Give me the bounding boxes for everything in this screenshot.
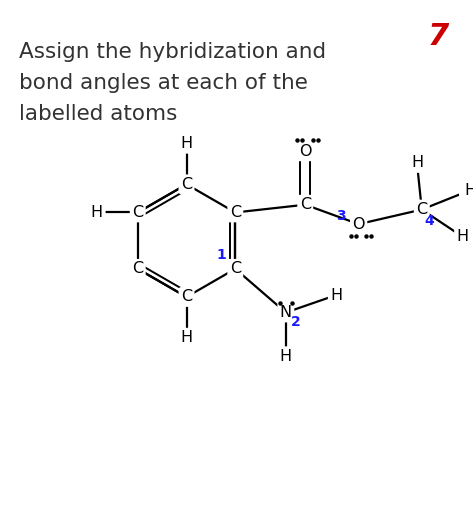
Text: H: H: [280, 349, 292, 364]
Text: H: H: [180, 136, 193, 151]
Text: 3: 3: [336, 209, 346, 223]
Text: C: C: [181, 289, 192, 304]
Text: C: C: [230, 261, 241, 276]
Text: H: H: [411, 155, 423, 171]
Text: H: H: [91, 205, 103, 220]
Text: labelled atoms: labelled atoms: [19, 103, 178, 124]
Text: 1: 1: [217, 248, 227, 262]
Text: C: C: [181, 177, 192, 192]
Text: bond angles at each of the: bond angles at each of the: [19, 72, 308, 92]
Text: C: C: [132, 205, 143, 220]
Text: C: C: [132, 261, 143, 276]
Text: H: H: [464, 183, 473, 197]
Text: C: C: [416, 202, 428, 217]
Text: 7: 7: [428, 22, 449, 51]
Text: H: H: [456, 229, 469, 244]
Text: H: H: [330, 288, 342, 302]
Text: H: H: [180, 330, 193, 345]
Text: H: H: [180, 330, 193, 345]
Text: 4: 4: [425, 214, 435, 228]
Text: 2: 2: [290, 315, 300, 329]
Text: H: H: [91, 205, 103, 220]
Text: H: H: [180, 136, 193, 151]
Text: O: O: [299, 144, 312, 159]
Text: C: C: [230, 205, 241, 220]
Text: O: O: [352, 217, 365, 232]
Text: C: C: [300, 197, 311, 212]
Text: Assign the hybridization and: Assign the hybridization and: [19, 41, 326, 61]
Text: N: N: [280, 305, 292, 320]
